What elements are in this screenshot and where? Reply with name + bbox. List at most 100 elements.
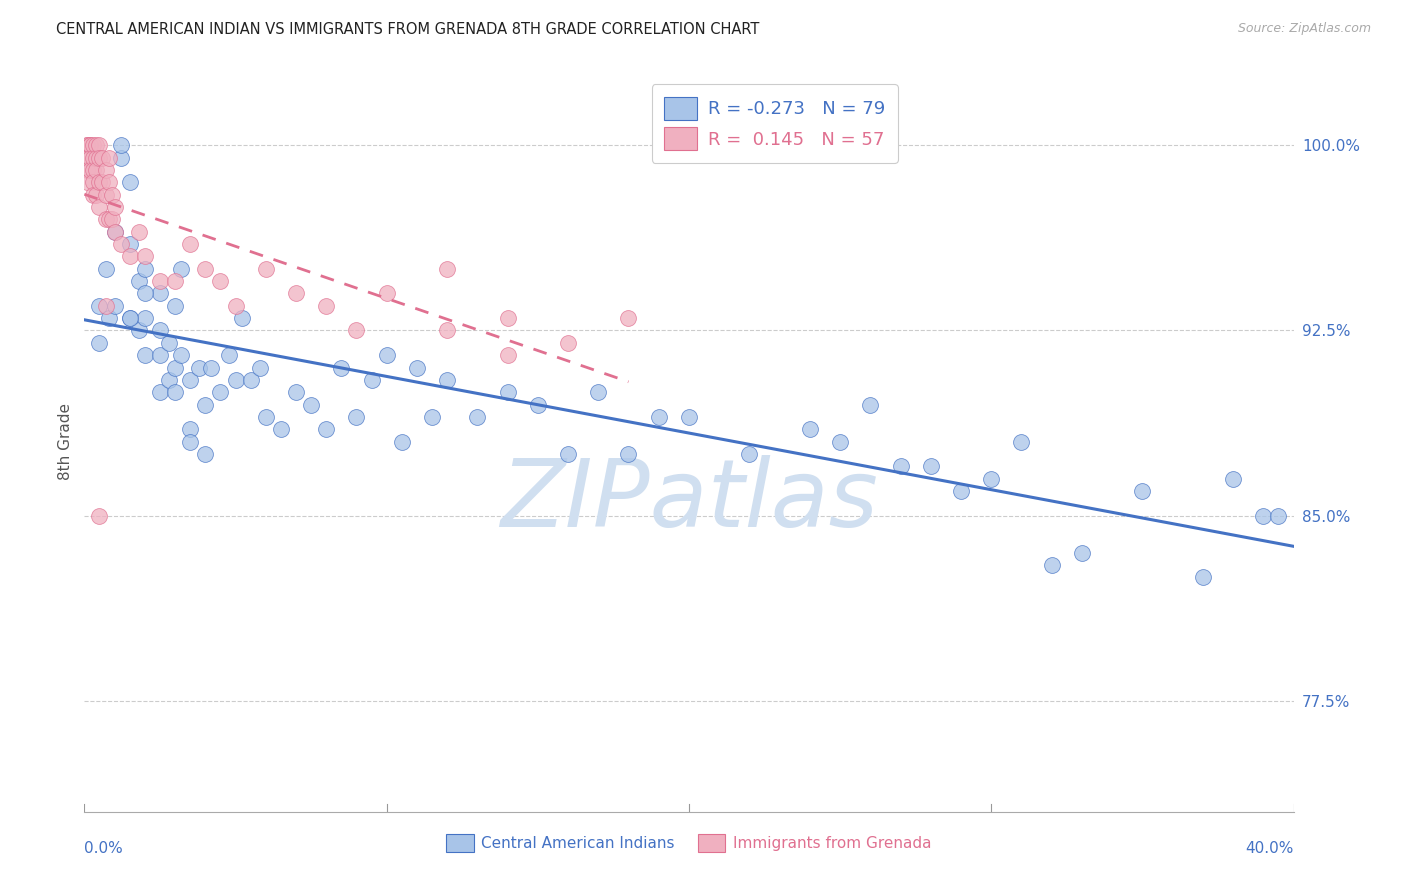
Point: [82, 175, 104, 189]
Point: [110, 151, 132, 165]
Point: [799, 422, 821, 436]
Point: [391, 434, 413, 449]
Point: [194, 397, 217, 411]
Point: [82, 151, 104, 165]
Point: [254, 409, 277, 424]
Point: [82, 138, 104, 153]
Point: [89, 299, 111, 313]
Point: [179, 237, 201, 252]
Point: [375, 348, 398, 362]
Point: [285, 286, 308, 301]
Point: [249, 360, 271, 375]
Point: [588, 385, 610, 400]
Point: [91, 151, 114, 165]
Point: [225, 299, 247, 313]
Point: [79, 151, 101, 165]
Point: [315, 422, 337, 436]
Text: 40.0%: 40.0%: [1246, 841, 1294, 856]
Point: [110, 237, 132, 252]
Point: [157, 373, 180, 387]
Point: [82, 163, 104, 178]
Point: [118, 249, 141, 263]
Point: [134, 261, 156, 276]
Point: [94, 163, 117, 178]
Point: [1267, 508, 1289, 523]
Point: [170, 348, 193, 362]
Point: [100, 187, 122, 202]
Point: [76, 175, 98, 189]
Point: [100, 212, 122, 227]
Point: [104, 225, 127, 239]
Point: [375, 286, 398, 301]
Point: [1253, 508, 1275, 523]
Point: [76, 151, 98, 165]
Text: Source: ZipAtlas.com: Source: ZipAtlas.com: [1237, 22, 1371, 36]
Point: [209, 274, 232, 288]
Point: [118, 311, 141, 326]
Point: [254, 261, 277, 276]
Point: [1011, 434, 1033, 449]
Point: [165, 385, 187, 400]
Point: [980, 471, 1002, 485]
Point: [1192, 570, 1215, 584]
Point: [299, 397, 322, 411]
Point: [346, 409, 368, 424]
Point: [231, 311, 253, 326]
Point: [149, 385, 172, 400]
Point: [86, 138, 108, 153]
Point: [170, 261, 193, 276]
Point: [149, 274, 172, 288]
Point: [200, 360, 222, 375]
Point: [738, 447, 761, 461]
Point: [496, 311, 519, 326]
Point: [194, 447, 217, 461]
Point: [157, 335, 180, 350]
Point: [86, 163, 108, 178]
Point: [149, 286, 172, 301]
Point: [1040, 558, 1063, 572]
Point: [218, 348, 240, 362]
Point: [920, 459, 942, 474]
Point: [330, 360, 353, 375]
Point: [94, 212, 117, 227]
Point: [82, 187, 104, 202]
Point: [436, 323, 458, 337]
Point: [79, 138, 101, 153]
Point: [165, 299, 187, 313]
Point: [118, 311, 141, 326]
Point: [496, 348, 519, 362]
Point: [89, 138, 111, 153]
Point: [134, 286, 156, 301]
Point: [165, 274, 187, 288]
Point: [89, 175, 111, 189]
Point: [496, 385, 519, 400]
Point: [128, 225, 150, 239]
Point: [360, 373, 382, 387]
Point: [890, 459, 912, 474]
Point: [104, 299, 127, 313]
Point: [94, 261, 117, 276]
Point: [527, 397, 550, 411]
Point: [89, 200, 111, 214]
Legend: Central American Indians, Immigrants from Grenada: Central American Indians, Immigrants fro…: [439, 827, 939, 860]
Point: [104, 200, 127, 214]
Point: [86, 187, 108, 202]
Point: [94, 187, 117, 202]
Point: [128, 323, 150, 337]
Point: [118, 237, 141, 252]
Point: [97, 311, 120, 326]
Point: [179, 434, 201, 449]
Text: ZIPatlas: ZIPatlas: [501, 455, 877, 546]
Point: [76, 138, 98, 153]
Point: [179, 422, 201, 436]
Point: [1222, 471, 1244, 485]
Point: [617, 447, 640, 461]
Point: [285, 385, 308, 400]
Point: [950, 483, 973, 498]
Point: [346, 323, 368, 337]
Point: [436, 373, 458, 387]
Point: [134, 311, 156, 326]
Point: [79, 138, 101, 153]
Point: [76, 138, 98, 153]
Point: [134, 249, 156, 263]
